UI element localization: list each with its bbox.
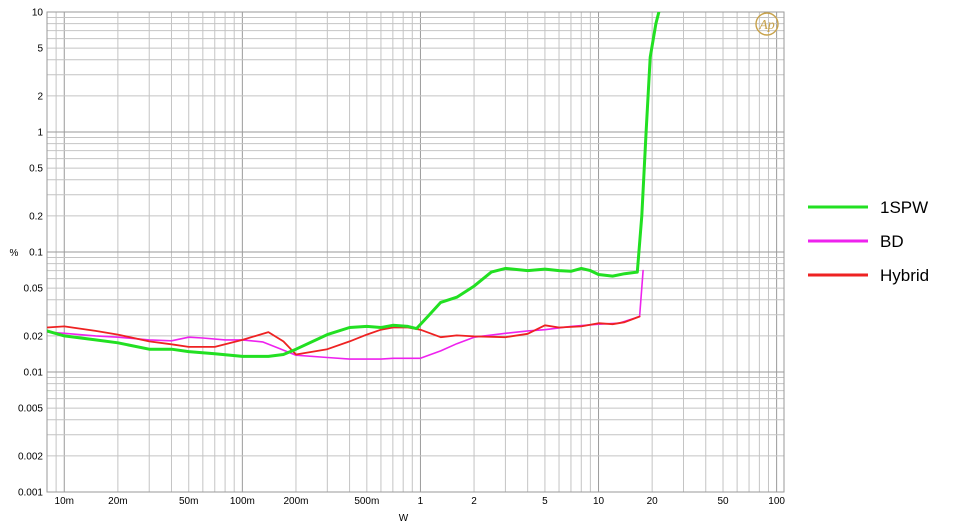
ap-logo-text: Ap: [758, 18, 775, 33]
legend: 1SPW BD Hybrid: [808, 198, 929, 285]
y-tick-label: 0.002: [18, 451, 43, 462]
y-tick-label: 1: [37, 128, 43, 139]
plot-frame: [46, 11, 785, 493]
series-layer: [47, 12, 661, 360]
ap-logo: Ap: [755, 12, 779, 36]
x-tick-label: 10m: [55, 496, 74, 507]
series-line-1spw: [47, 12, 661, 358]
x-axis-ticks: 10m 20m 50m 100m 200m 500m 1 2 5 10 20 50 100: [55, 496, 786, 507]
x-tick-label: 2: [471, 496, 477, 507]
y-tick-label: 0.5: [29, 164, 43, 175]
x-tick-label: 1: [418, 496, 424, 507]
y-tick-label: 0.2: [29, 211, 43, 222]
x-tick-label: 20m: [108, 496, 127, 507]
series-line-bd: [47, 269, 644, 360]
y-tick-label: 0.005: [18, 404, 43, 415]
grid: [46, 11, 784, 493]
y-tick-label: 2: [37, 91, 43, 102]
legend-label-1spw: 1SPW: [880, 198, 928, 217]
y-tick-label: 0.02: [24, 331, 44, 342]
x-axis-label: W: [399, 513, 409, 524]
y-tick-label: 5: [37, 44, 43, 55]
x-tick-label: 100m: [230, 496, 255, 507]
x-tick-label: 10: [593, 496, 605, 507]
y-axis-ticks: 0.001 0.002 0.005 0.01 0.02 0.05 0.1 0.2 0.5 1 2 5 1…: [18, 8, 43, 499]
legend-label-bd: BD: [880, 232, 904, 251]
series-line-hybrid: [47, 315, 641, 356]
x-tick-label: 200m: [283, 496, 308, 507]
y-tick-label: 0.1: [29, 248, 43, 259]
x-tick-label: 100: [768, 496, 785, 507]
legend-label-hybrid: Hybrid: [880, 266, 929, 285]
y-tick-label: 0.001: [18, 488, 43, 499]
y-tick-label: 0.01: [24, 368, 44, 379]
y-axis-label: %: [10, 248, 19, 259]
y-tick-label: 0.05: [24, 284, 44, 295]
x-tick-label: 50: [717, 496, 729, 507]
x-tick-label: 500m: [354, 496, 379, 507]
x-tick-label: 50m: [179, 496, 198, 507]
x-tick-label: 5: [542, 496, 548, 507]
y-tick-label: 10: [32, 8, 44, 19]
x-tick-label: 20: [647, 496, 659, 507]
ap-logo-ring: [755, 12, 779, 36]
